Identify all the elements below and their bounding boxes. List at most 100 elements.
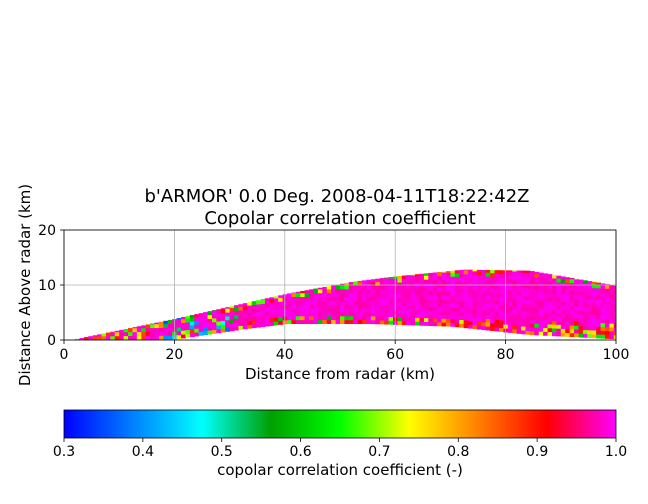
field-cell [574, 286, 579, 292]
field-cell [604, 288, 610, 293]
field-cell [525, 322, 531, 328]
field-cell [379, 304, 385, 309]
field-cell [441, 314, 447, 319]
field-cell [521, 287, 526, 292]
field-cell [322, 288, 328, 294]
field-cell [578, 310, 584, 315]
field-cell [401, 309, 407, 314]
field-cell [379, 289, 385, 294]
field-cell [370, 288, 376, 294]
field-cell [229, 307, 235, 312]
field-cell [490, 280, 496, 285]
field-cell [481, 298, 487, 304]
field-cell [287, 315, 292, 321]
field-cell [596, 318, 602, 324]
field-cell [437, 287, 443, 292]
field-cell [313, 292, 319, 298]
field-cell [326, 315, 332, 321]
field-cell [565, 313, 571, 318]
field-cell [370, 296, 376, 302]
field-cell [529, 288, 535, 293]
field-cell [463, 316, 469, 321]
field-cell [410, 290, 416, 295]
field-cell [596, 295, 602, 300]
field-cell [366, 319, 372, 324]
field-cell [242, 324, 248, 330]
field-cell [613, 307, 616, 313]
field-cell [295, 292, 301, 298]
field-cell [428, 279, 434, 284]
field-cell [441, 287, 447, 292]
field-cell [317, 287, 323, 290]
field-cell [565, 324, 571, 330]
field-cell [525, 307, 531, 312]
field-cell [507, 320, 513, 326]
field-cell [194, 320, 200, 325]
field-cell [340, 304, 345, 309]
field-cell [587, 333, 593, 338]
field-cell [207, 314, 213, 320]
field-cell [366, 281, 372, 286]
field-cell [437, 283, 443, 288]
field-cell [450, 303, 456, 308]
field-cell [609, 296, 615, 301]
field-cell [415, 294, 420, 299]
field-cell [485, 287, 491, 293]
field-cell [234, 310, 239, 316]
field-cell [582, 283, 588, 288]
field-cell [220, 324, 226, 329]
field-cell [247, 324, 253, 329]
field-cell [101, 333, 107, 337]
field-cell [529, 273, 535, 278]
field-cell [207, 311, 213, 316]
field-cell [613, 331, 616, 336]
field-cell [238, 317, 244, 323]
field-cell [600, 299, 606, 304]
field-cell [445, 279, 451, 285]
field-cell [547, 308, 553, 313]
field-cell [220, 320, 226, 325]
field-cell [512, 275, 518, 280]
field-cell [388, 320, 394, 325]
field-cell [344, 282, 350, 286]
field-cell [516, 275, 522, 280]
field-cell [375, 278, 381, 282]
field-cell [401, 313, 407, 318]
field-cell [300, 311, 306, 317]
field-cell [543, 323, 549, 329]
field-cell [415, 274, 420, 276]
field-cell [551, 304, 557, 310]
field-cell [432, 272, 438, 277]
field-cell [340, 288, 345, 294]
field-cell [529, 271, 535, 274]
field-cell [538, 327, 544, 332]
field-cell [348, 311, 354, 317]
field-cell [388, 304, 394, 310]
field-cell [317, 311, 323, 317]
field-cell [578, 325, 584, 330]
field-cell [507, 286, 513, 291]
field-cell [529, 307, 535, 313]
field-cell [326, 296, 332, 301]
field-cell [132, 335, 138, 340]
field-cell [273, 305, 279, 310]
field-cell [88, 336, 94, 340]
field-cell [344, 285, 350, 290]
field-cell [516, 302, 522, 307]
field-cell [538, 272, 544, 274]
field-cell [454, 276, 460, 282]
field-cell [450, 270, 456, 273]
field-cell [211, 317, 217, 323]
field-cell [543, 285, 549, 290]
field-cell [432, 294, 438, 300]
field-cell [547, 289, 553, 294]
field-cell [194, 314, 200, 318]
field-cell [507, 270, 513, 276]
field-cell [344, 315, 350, 321]
field-cell [521, 302, 526, 308]
field-cell [609, 334, 615, 340]
field-cell [406, 293, 412, 299]
field-cell [587, 329, 593, 335]
x-axis-label: Distance from radar (km) [245, 365, 435, 383]
field-cell [525, 288, 531, 293]
